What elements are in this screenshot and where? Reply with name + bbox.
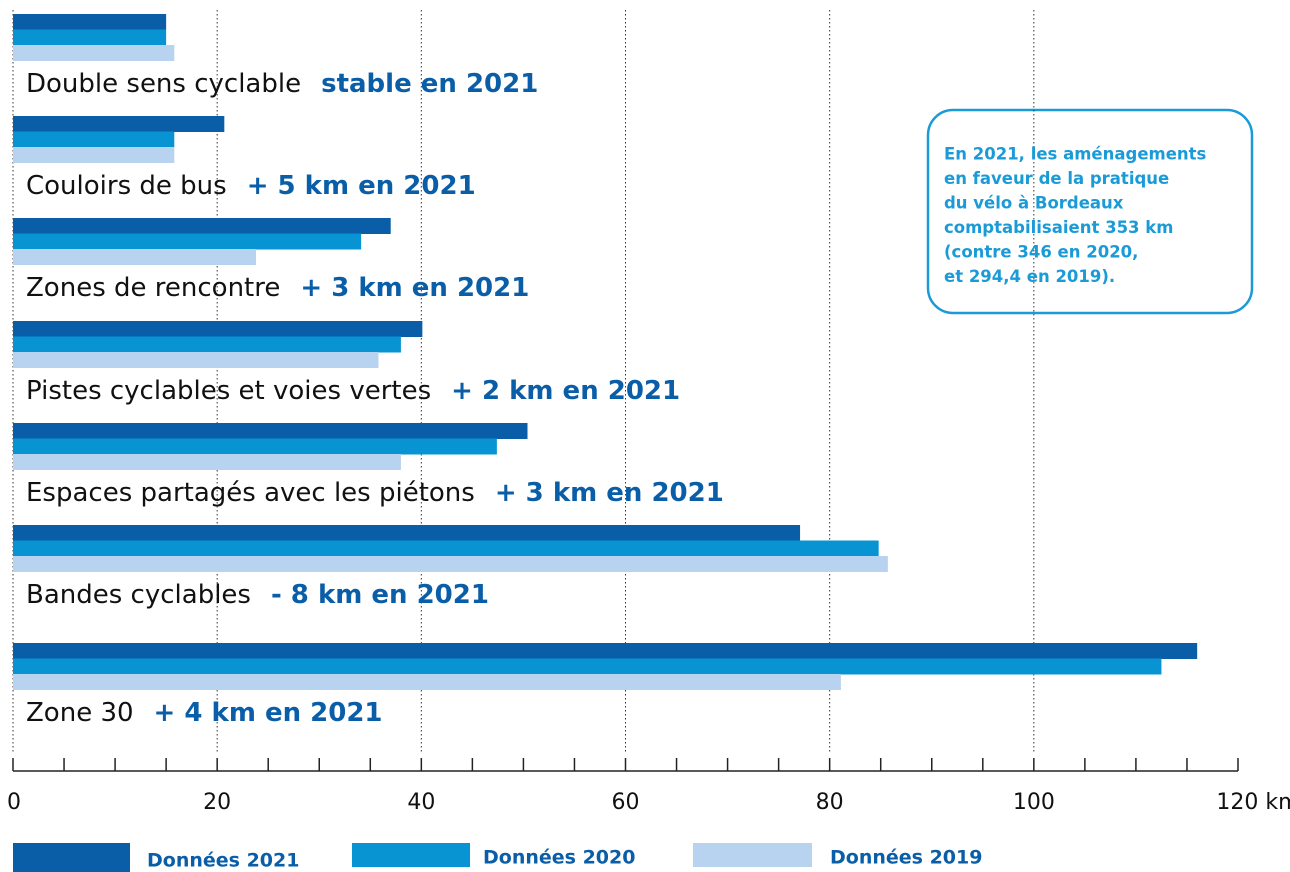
- bar: [13, 643, 1198, 659]
- bar: [13, 45, 175, 61]
- note-line: et 294,4 en 2019).: [944, 267, 1115, 286]
- category-label: Zone 30: [26, 698, 134, 728]
- note-line: comptabilisaient 353 km: [944, 218, 1173, 237]
- x-tick-label: 20: [203, 790, 231, 815]
- annotation: + 5 km en 2021: [247, 171, 476, 201]
- x-tick-label: 120 km: [1216, 790, 1290, 815]
- x-tick-label: 0: [7, 790, 21, 815]
- bar: [13, 321, 423, 337]
- legend-label: Données 2019: [830, 847, 982, 869]
- annotation: + 3 km en 2021: [300, 273, 529, 303]
- bar: [13, 249, 256, 265]
- bar: [13, 438, 497, 455]
- x-tick-label: 100: [1013, 790, 1055, 815]
- bar: [13, 556, 888, 572]
- bar: [13, 233, 362, 250]
- annotation: + 4 km en 2021: [154, 698, 383, 728]
- x-tick-label: 40: [407, 790, 435, 815]
- bar: [13, 29, 167, 46]
- annotation: - 8 km en 2021: [271, 580, 489, 610]
- bar: [13, 131, 175, 148]
- bar: [13, 674, 841, 690]
- note-line: (contre 346 en 2020,: [944, 243, 1138, 262]
- bar: [13, 147, 175, 163]
- annotation: + 3 km en 2021: [495, 478, 724, 508]
- category-label: Bandes cyclables: [26, 580, 251, 610]
- legend-label: Données 2021: [147, 850, 299, 872]
- bar: [13, 540, 879, 557]
- bar: [13, 218, 391, 234]
- category-label: Espaces partagés avec les piétons: [26, 478, 475, 508]
- bar: [13, 116, 225, 132]
- annotation: stable en 2021: [321, 69, 538, 99]
- note-line: En 2021, les aménagements: [944, 145, 1207, 164]
- bar: [13, 423, 528, 439]
- x-tick-label: 80: [816, 790, 844, 815]
- bar: [13, 658, 1162, 675]
- category-label: Double sens cyclable: [26, 69, 301, 99]
- bar: [13, 14, 167, 30]
- category-label: Zones de rencontre: [26, 273, 280, 303]
- category-label: Pistes cyclables et voies vertes: [26, 376, 431, 406]
- bar: [13, 352, 379, 368]
- bar: [13, 454, 401, 470]
- note-line: du vélo à Bordeaux: [944, 194, 1124, 213]
- legend-swatch: [693, 843, 812, 867]
- legend-swatch: [352, 843, 470, 867]
- x-tick-label: 60: [612, 790, 640, 815]
- annotation: + 2 km en 2021: [451, 376, 680, 406]
- legend-label: Données 2020: [483, 847, 635, 869]
- category-label: Couloirs de bus: [26, 171, 227, 201]
- bar: [13, 336, 401, 353]
- legend-swatch: [13, 843, 130, 872]
- bar: [13, 525, 801, 541]
- note-line: en faveur de la pratique: [944, 169, 1169, 188]
- note-box: [926, 108, 1254, 315]
